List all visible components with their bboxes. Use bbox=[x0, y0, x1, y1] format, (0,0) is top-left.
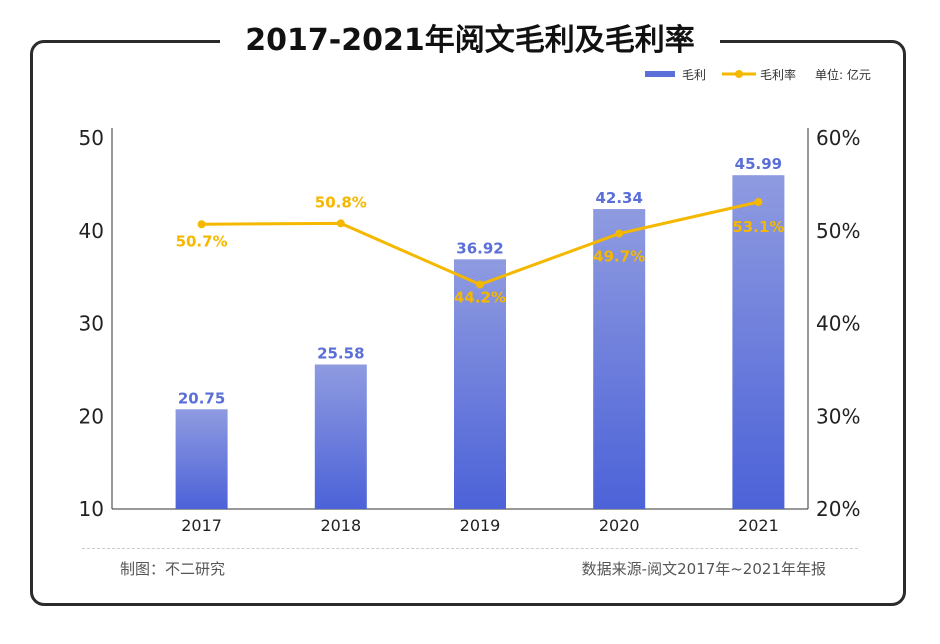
margin-point-2019 bbox=[476, 280, 484, 289]
bar-2021 bbox=[732, 175, 785, 509]
right-tick-label: 40% bbox=[816, 312, 860, 336]
margin-point-2018 bbox=[336, 219, 345, 228]
right-tick-label: 60% bbox=[816, 126, 860, 150]
x-tick-label: 2021 bbox=[738, 516, 779, 535]
margin-value-label: 50.8% bbox=[315, 193, 367, 211]
margin-point-2020 bbox=[615, 229, 624, 238]
unit-label: 单位: 亿元 bbox=[815, 67, 871, 82]
legend-bar-label: 毛利 bbox=[682, 68, 706, 82]
bar-value-label: 25.58 bbox=[317, 344, 364, 362]
margin-point-2021 bbox=[754, 197, 763, 206]
footer-source: 数据来源-阅文2017年~2021年年报 bbox=[581, 560, 826, 578]
bar-2018 bbox=[314, 364, 367, 509]
x-tick-label: 2019 bbox=[460, 516, 501, 535]
x-tick-label: 2018 bbox=[320, 516, 361, 535]
left-tick-label: 10 bbox=[79, 497, 104, 521]
bar-2017 bbox=[175, 409, 228, 509]
bar-2019 bbox=[454, 259, 506, 509]
margin-value-label: 53.1% bbox=[732, 218, 784, 236]
footer-credit: 制图：不二研究 bbox=[120, 560, 226, 578]
x-tick-label: 2017 bbox=[181, 516, 222, 535]
right-tick-label: 30% bbox=[816, 404, 860, 428]
legend-line-marker bbox=[735, 70, 743, 78]
margin-point-2017 bbox=[197, 220, 206, 229]
right-tick-label: 20% bbox=[816, 497, 860, 521]
margin-value-label: 49.7% bbox=[593, 248, 645, 266]
x-tick-label: 2020 bbox=[599, 516, 640, 535]
chart-title: 2017-2021年阅文毛利及毛利率 bbox=[220, 16, 720, 66]
margin-value-label: 50.7% bbox=[176, 232, 228, 250]
left-tick-label: 50 bbox=[79, 126, 104, 150]
left-tick-label: 40 bbox=[79, 219, 104, 243]
left-tick-label: 20 bbox=[79, 404, 104, 428]
left-tick-label: 30 bbox=[79, 312, 104, 336]
margin-value-label: 44.2% bbox=[454, 289, 506, 307]
bar-value-label: 42.34 bbox=[595, 189, 642, 207]
legend-line-label: 毛利率 bbox=[760, 67, 796, 82]
right-tick-label: 50% bbox=[816, 219, 860, 243]
bar-value-label: 36.92 bbox=[456, 239, 503, 257]
footer-divider bbox=[82, 548, 858, 549]
bar-value-label: 45.99 bbox=[735, 155, 782, 173]
bar-value-label: 20.75 bbox=[178, 389, 225, 407]
legend-bar-swatch bbox=[645, 71, 675, 77]
bar-2020 bbox=[593, 209, 646, 509]
